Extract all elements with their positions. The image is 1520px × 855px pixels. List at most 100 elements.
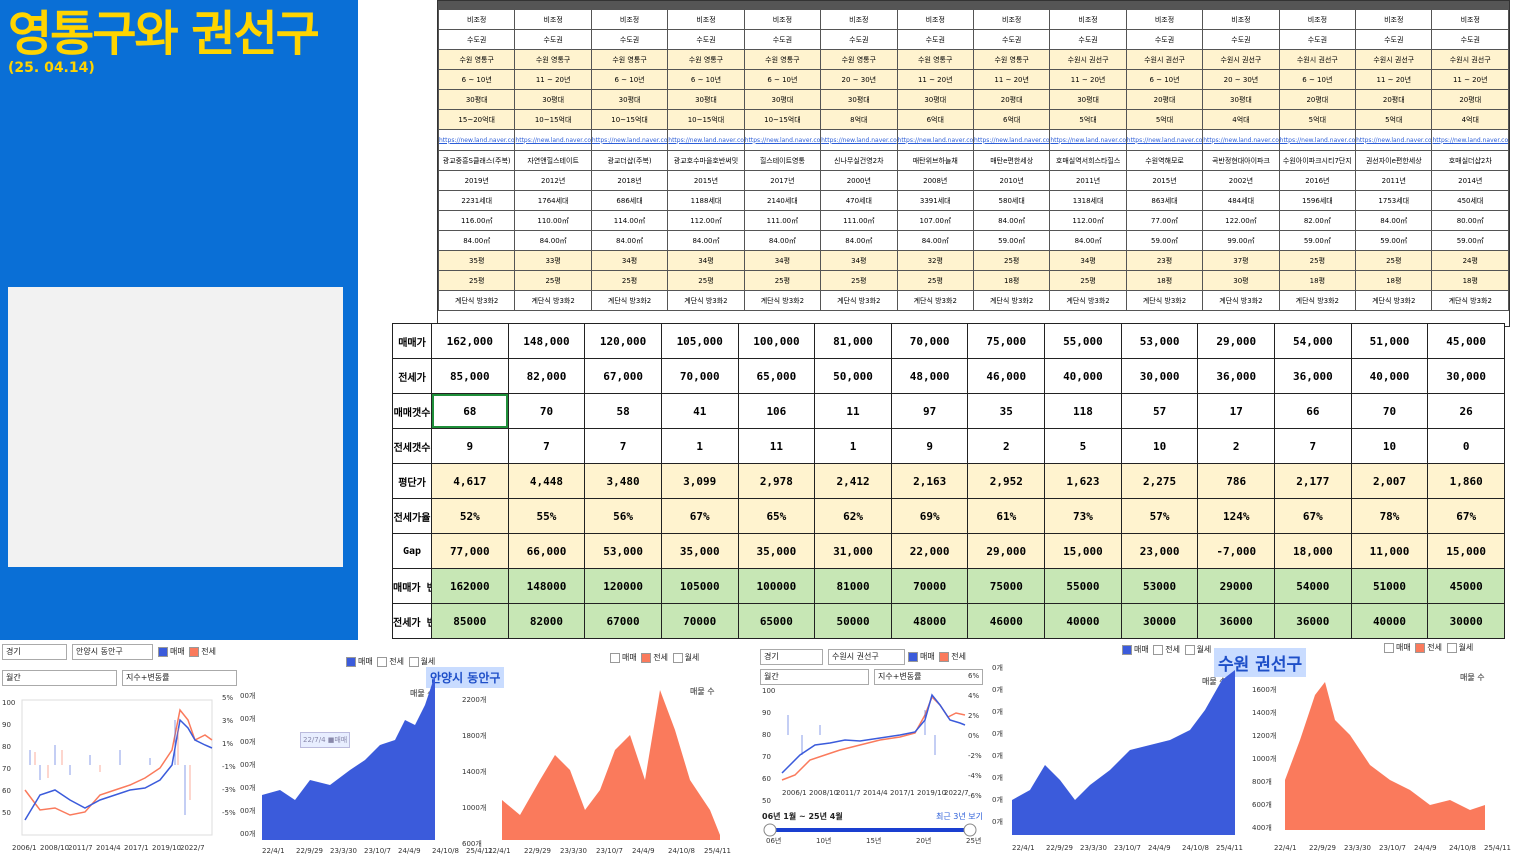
metric-cell[interactable]: 65,000 [737, 358, 816, 394]
recent-3yr-link[interactable]: 최근 3년 보기 [936, 812, 983, 821]
metric-cell[interactable]: 40,000 [1350, 358, 1429, 394]
period-select[interactable]: 월간 [760, 669, 869, 685]
metric-cell[interactable]: 45000 [1427, 568, 1505, 604]
metric-cell[interactable]: 162000 [431, 568, 509, 604]
metric-cell[interactable]: 2 [967, 428, 1046, 464]
metric-cell[interactable]: 35 [967, 393, 1046, 429]
table-cell-link[interactable]: https://new.land.naver.co [667, 129, 745, 151]
metric-cell[interactable]: 30,000 [1427, 358, 1505, 394]
metric-cell[interactable]: 3,480 [584, 463, 662, 499]
range-slider-start[interactable] [763, 823, 777, 837]
metric-cell[interactable]: 23,000 [1120, 533, 1199, 569]
metric-cell[interactable]: 46000 [967, 603, 1046, 639]
mode-select[interactable]: 지수+변동률 [122, 670, 237, 686]
metric-cell[interactable]: 1,860 [1427, 463, 1505, 499]
metric-cell[interactable]: 1 [814, 428, 892, 464]
metric-cell[interactable]: 4,448 [507, 463, 586, 499]
metric-cell[interactable]: 30,000 [1120, 358, 1199, 394]
metric-cell[interactable]: 29000 [1197, 568, 1276, 604]
metric-cell[interactable]: 2,275 [1120, 463, 1199, 499]
table-cell-link[interactable]: https://new.land.naver.co [1355, 129, 1433, 151]
metric-cell[interactable]: 67% [660, 498, 739, 534]
table-cell-link[interactable]: https://new.land.naver.co [1202, 129, 1280, 151]
metric-cell[interactable]: 70 [1350, 393, 1429, 429]
metric-cell[interactable]: 78% [1350, 498, 1429, 534]
metric-cell[interactable]: 70000 [890, 568, 969, 604]
metric-cell[interactable]: 70,000 [890, 323, 969, 359]
metric-cell[interactable]: 162,000 [431, 323, 509, 359]
metric-cell[interactable]: 70,000 [660, 358, 739, 394]
metric-cell[interactable]: 9 [431, 428, 509, 464]
district-select[interactable]: 수원시 권선구 [828, 649, 905, 665]
metric-cell[interactable]: 2,952 [967, 463, 1046, 499]
metric-cell[interactable]: 57 [1120, 393, 1199, 429]
metric-cell[interactable]: 53,000 [1120, 323, 1199, 359]
metric-cell[interactable]: 62% [814, 498, 892, 534]
metric-cell[interactable]: 15,000 [1427, 533, 1505, 569]
metric-cell[interactable]: 58 [584, 393, 662, 429]
metric-cell[interactable]: 53000 [1120, 568, 1199, 604]
table-cell-link[interactable]: https://new.land.naver.co [437, 129, 516, 151]
table-cell-link[interactable]: https://new.land.naver.co [896, 129, 974, 151]
metric-cell[interactable]: 55000 [1044, 568, 1122, 604]
metric-cell[interactable]: 11 [814, 393, 892, 429]
metric-cell[interactable]: 100,000 [737, 323, 816, 359]
metric-cell[interactable]: 26 [1427, 393, 1505, 429]
metric-cell[interactable]: 68 [431, 393, 509, 429]
metric-cell[interactable]: 70 [507, 393, 586, 429]
metric-cell[interactable]: 48000 [890, 603, 969, 639]
metric-cell[interactable]: 2,978 [737, 463, 816, 499]
metric-cell[interactable]: 1,623 [1044, 463, 1122, 499]
metric-cell[interactable]: 51,000 [1350, 323, 1429, 359]
range-slider-end[interactable] [963, 823, 977, 837]
metric-cell[interactable]: 77,000 [431, 533, 509, 569]
table-cell-link[interactable]: https://new.land.naver.co [972, 129, 1051, 151]
metric-cell[interactable]: 30000 [1427, 603, 1505, 639]
metric-cell[interactable]: 36,000 [1274, 358, 1352, 394]
table-cell-link[interactable]: https://new.land.naver.co [1049, 129, 1127, 151]
metric-cell[interactable]: 2,163 [890, 463, 969, 499]
metric-cell[interactable]: 40000 [1350, 603, 1429, 639]
mode-select[interactable]: 지수+변동률 [874, 669, 983, 685]
metric-cell[interactable]: 50000 [814, 603, 892, 639]
metric-cell[interactable]: 36,000 [1197, 358, 1276, 394]
metric-cell[interactable]: -7,000 [1197, 533, 1276, 569]
metric-cell[interactable]: 22,000 [890, 533, 969, 569]
table-cell-link[interactable]: https://new.land.naver.co [1125, 129, 1204, 151]
metric-cell[interactable]: 35,000 [660, 533, 739, 569]
metric-cell[interactable]: 124% [1197, 498, 1276, 534]
metric-cell[interactable]: 105,000 [660, 323, 739, 359]
metric-cell[interactable]: 15,000 [1044, 533, 1122, 569]
metric-cell[interactable]: 85000 [431, 603, 509, 639]
metric-cell[interactable]: 30000 [1120, 603, 1199, 639]
region-select[interactable]: 경기 [2, 644, 67, 660]
metric-cell[interactable]: 75000 [967, 568, 1046, 604]
metric-cell[interactable]: 2,177 [1274, 463, 1352, 499]
metric-cell[interactable]: 82,000 [507, 358, 586, 394]
metric-cell[interactable]: 57% [1120, 498, 1199, 534]
metric-cell[interactable]: 106 [737, 393, 816, 429]
metric-cell[interactable]: 0 [1427, 428, 1505, 464]
metric-cell[interactable]: 70000 [660, 603, 739, 639]
metric-cell[interactable]: 2 [1197, 428, 1276, 464]
metric-cell[interactable]: 85,000 [431, 358, 509, 394]
metric-cell[interactable]: 67,000 [584, 358, 662, 394]
metric-cell[interactable]: 56% [584, 498, 662, 534]
metric-cell[interactable]: 31,000 [814, 533, 892, 569]
metric-cell[interactable]: 55,000 [1044, 323, 1122, 359]
metric-cell[interactable]: 17 [1197, 393, 1276, 429]
metric-cell[interactable]: 105000 [660, 568, 739, 604]
metric-cell[interactable]: 11,000 [1350, 533, 1429, 569]
metric-cell[interactable]: 1 [660, 428, 739, 464]
metric-cell[interactable]: 120,000 [584, 323, 662, 359]
metric-cell[interactable]: 46,000 [967, 358, 1046, 394]
metric-cell[interactable]: 35,000 [737, 533, 816, 569]
metric-cell[interactable]: 50,000 [814, 358, 892, 394]
metric-cell[interactable]: 7 [507, 428, 586, 464]
metric-cell[interactable]: 65% [737, 498, 816, 534]
metric-cell[interactable]: 11 [737, 428, 816, 464]
metric-cell[interactable]: 55% [507, 498, 586, 534]
metric-cell[interactable]: 2,412 [814, 463, 892, 499]
metric-cell[interactable]: 81,000 [814, 323, 892, 359]
metric-cell[interactable]: 75,000 [967, 323, 1046, 359]
